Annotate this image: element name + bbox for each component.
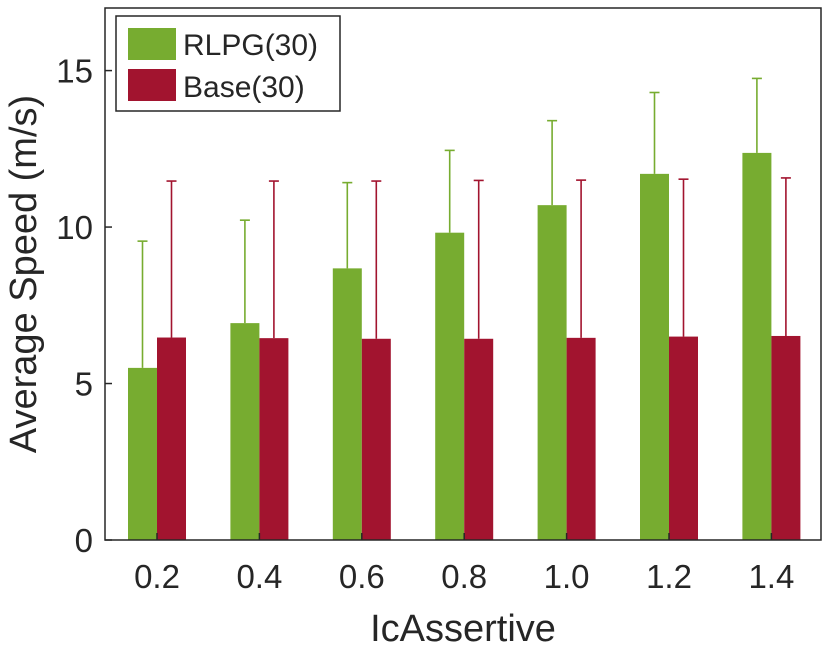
bar-base-30-0.4 (259, 338, 289, 540)
x-tick-label-0.4: 0.4 (236, 558, 282, 595)
bars-layer (128, 152, 801, 540)
x-tick-label-1.0: 1.0 (544, 558, 590, 595)
x-tick-label-0.6: 0.6 (339, 558, 385, 595)
y-axis-title: Average Speed (m/s) (3, 95, 45, 453)
legend-label-base: Base(30) (183, 71, 305, 104)
y-tick-label-0: 0 (75, 522, 93, 559)
y-tick-label-10: 10 (56, 209, 93, 246)
x-axis-title: IcAssertive (370, 608, 556, 648)
bar-rlpg-30-0.4 (230, 323, 260, 540)
bar-rlpg-30-0.6 (332, 268, 362, 540)
bar-rlpg-30-1.2 (640, 173, 669, 540)
bar-base-30-1.2 (669, 336, 698, 540)
y-tick-label-5: 5 (75, 366, 93, 403)
bar-base-30-0.8 (464, 338, 494, 540)
x-axis: 0.2 0.4 0.6 0.8 1.0 1.2 1.4 (134, 533, 794, 595)
bar-base-30-0.2 (157, 337, 186, 540)
bar-rlpg-30-0.8 (435, 232, 465, 540)
bar-rlpg-30-1.4 (742, 152, 772, 540)
y-axis: 0 5 10 15 (56, 53, 112, 559)
legend-swatch-rlpg (128, 28, 176, 60)
y-tick-label-15: 15 (56, 53, 93, 90)
bar-base-30-0.6 (361, 338, 391, 540)
x-tick-label-0.2: 0.2 (134, 558, 180, 595)
bar-rlpg-30-1.0 (537, 205, 567, 540)
x-tick-label-1.2: 1.2 (646, 558, 692, 595)
bar-rlpg-30-0.2 (128, 367, 157, 540)
x-tick-label-0.8: 0.8 (441, 558, 487, 595)
legend-swatch-base (128, 69, 176, 101)
legend: RLPG(30) Base(30) (115, 15, 341, 112)
bar-base-30-1.0 (566, 337, 596, 540)
legend-label-rlpg: RLPG(30) (183, 29, 318, 62)
bar-base-30-1.4 (771, 335, 801, 540)
error-bars-layer (137, 77, 791, 368)
x-tick-label-1.4: 1.4 (748, 558, 794, 595)
plot-area-frame (104, 7, 822, 541)
